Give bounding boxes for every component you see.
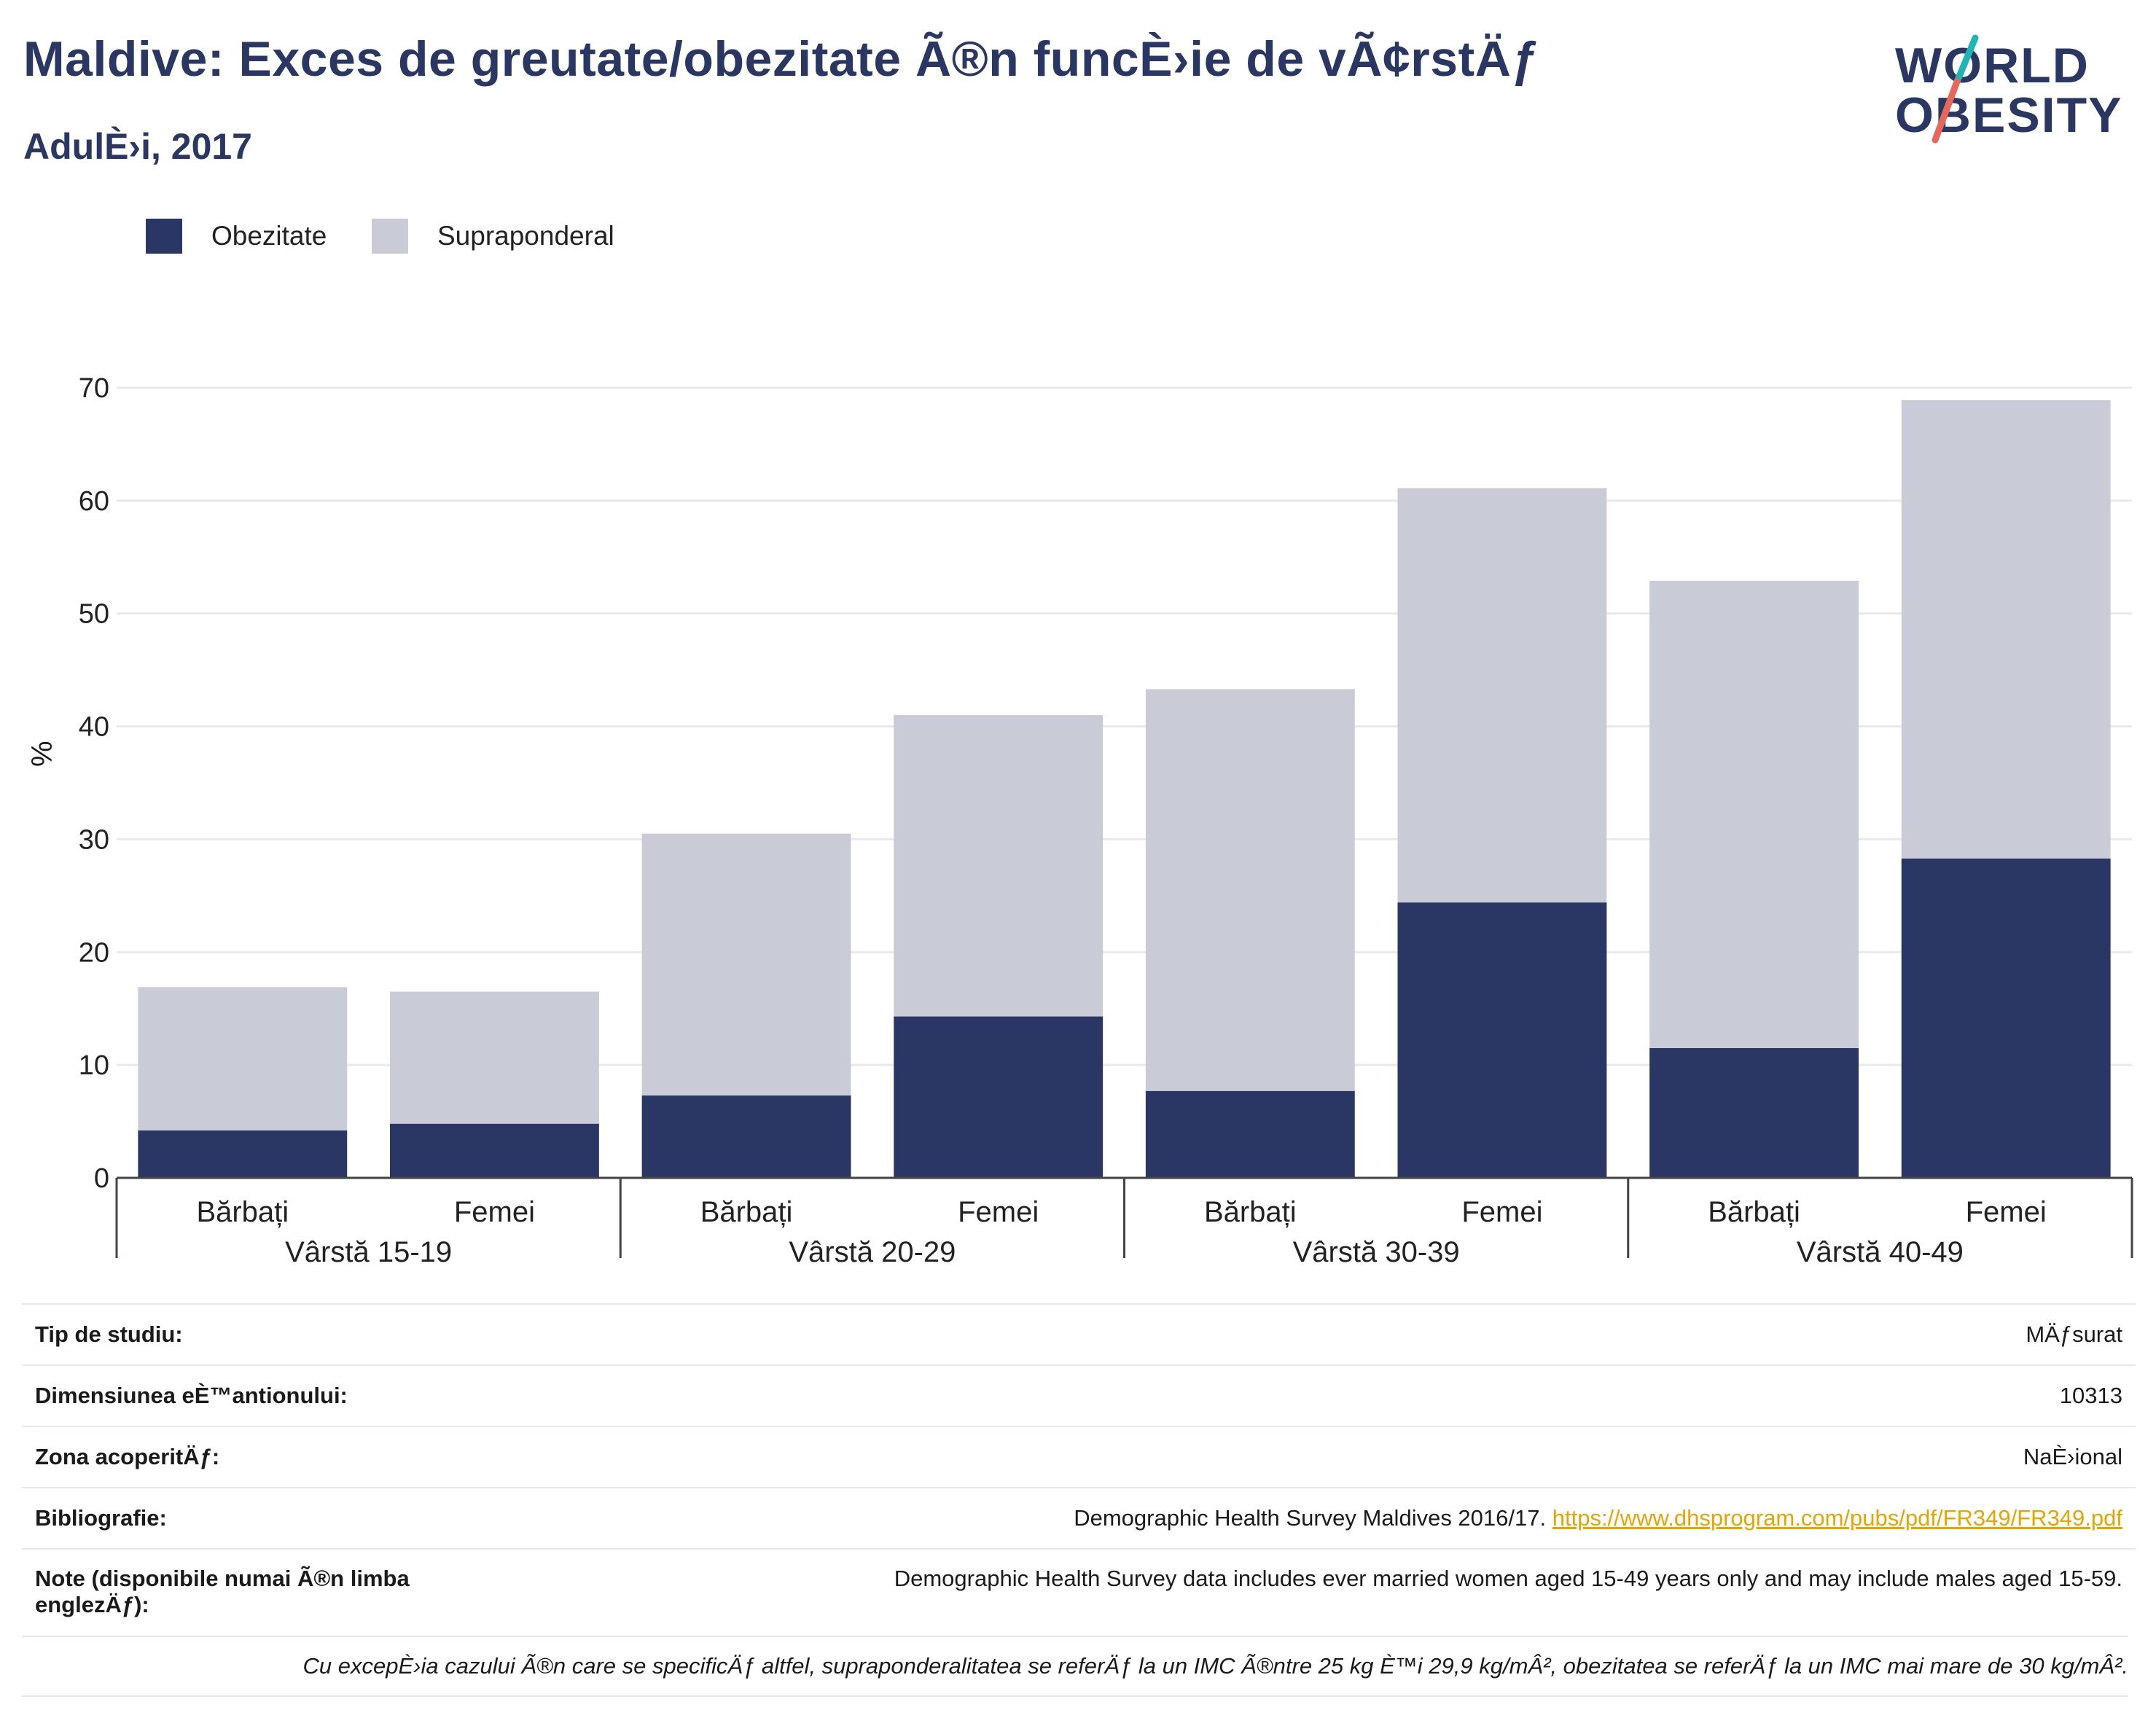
info-value: NaÈ›ional	[515, 1426, 2136, 1488]
bar-obezitate	[390, 1123, 599, 1178]
y-tick-label: 40	[79, 712, 109, 743]
bar-supraponderal	[641, 833, 851, 1096]
legend-item-obezitate[interactable]: Obezitate	[146, 219, 327, 254]
info-table: Tip de studiu: MÄƒsurat Dimensiunea eÈ™a…	[22, 1303, 2136, 1653]
x-tick-label: Bărbați	[196, 1196, 289, 1228]
logo-line-2: OBESITY	[1895, 87, 2123, 143]
x-tick-label: Femei	[1461, 1196, 1542, 1228]
bar-obezitate	[894, 1016, 1104, 1178]
bibliography-link[interactable]: https://www.dhsprogram.com/pubs/pdf/FR34…	[1552, 1505, 2122, 1531]
x-tick-label: Femei	[958, 1196, 1039, 1228]
info-key: Dimensiunea eÈ™antionului:	[22, 1364, 515, 1426]
bar-supraponderal	[390, 991, 599, 1124]
footnote: Cu excepÈ›ia cazului Ã®n care se specifi…	[22, 1636, 2128, 1697]
group-label: Vârstă 40-49	[1797, 1236, 1964, 1268]
legend-label-obezitate: Obezitate	[211, 221, 327, 251]
info-value: Demographic Health Survey Maldives 2016/…	[515, 1487, 2136, 1549]
x-tick-label: Bărbați	[1204, 1196, 1297, 1228]
logo-slash-icon	[1932, 34, 1979, 144]
bar-obezitate	[1145, 1090, 1355, 1178]
y-tick-label: 30	[79, 824, 109, 855]
legend-swatch-obezitate	[146, 219, 182, 254]
stacked-bar-chart: 0 10 20 30 40 50 60 70 Bărbați Femei Bărbați Femei B…	[79, 373, 2133, 1268]
x-tick-label: Femei	[1966, 1196, 2047, 1228]
bar-supraponderal	[1649, 580, 1859, 1048]
bar-supraponderal	[894, 715, 1104, 1017]
bar-obezitate	[1901, 858, 2111, 1178]
info-value: 10313	[515, 1364, 2136, 1426]
y-axis-title: %	[26, 741, 58, 767]
logo-line-1: WORLD	[1895, 38, 2090, 93]
bar-supraponderal	[138, 987, 348, 1130]
legend-item-supraponderal[interactable]: Supraponderal	[372, 219, 614, 254]
info-row-coverage: Zona acoperitÄƒ: NaÈ›ional	[22, 1426, 2136, 1488]
bar-obezitate	[1397, 902, 1607, 1178]
bar-obezitate	[138, 1130, 348, 1178]
info-row-sample-size: Dimensiunea eÈ™antionului: 10313	[22, 1364, 2136, 1426]
info-row-bibliography: Bibliografie: Demographic Health Survey …	[22, 1487, 2136, 1549]
legend-swatch-supraponderal	[372, 219, 408, 254]
y-tick-label: 10	[79, 1050, 109, 1081]
bibliography-text: Demographic Health Survey Maldives 2016/…	[1074, 1505, 1547, 1531]
y-tick-label: 50	[79, 599, 109, 630]
bar-supraponderal	[1901, 400, 2111, 859]
chart-subtitle: AdulÈ›i, 2017	[23, 126, 252, 167]
group-label: Vârstă 20-29	[789, 1236, 956, 1268]
x-tick-label: Bărbați	[1708, 1196, 1800, 1228]
bar-obezitate	[1649, 1047, 1859, 1178]
world-obesity-logo: WORLD OBESITY	[1895, 34, 2143, 159]
info-value: MÄƒsurat	[515, 1303, 2136, 1365]
legend-label-supraponderal: Supraponderal	[437, 221, 614, 251]
info-key: Bibliografie:	[22, 1487, 515, 1549]
bar-supraponderal	[1397, 488, 1607, 903]
chart-title: Maldive: Exces de greutate/obezitate Ã®n…	[23, 31, 1539, 87]
group-label: Vârstă 15-19	[285, 1236, 452, 1268]
x-tick-label: Bărbați	[700, 1196, 793, 1228]
bar-supraponderal	[1145, 689, 1355, 1091]
group-label: Vârstă 30-39	[1293, 1236, 1460, 1268]
y-tick-label: 70	[79, 373, 109, 404]
info-key: Zona acoperitÄƒ:	[22, 1426, 515, 1488]
info-key: Tip de studiu:	[22, 1303, 515, 1365]
x-tick-label: Femei	[454, 1196, 535, 1228]
y-tick-label: 0	[94, 1163, 109, 1194]
bar-obezitate	[641, 1095, 851, 1178]
info-row-study-type: Tip de studiu: MÄƒsurat	[22, 1303, 2136, 1365]
y-tick-label: 60	[79, 486, 109, 517]
y-tick-label: 20	[79, 937, 109, 968]
